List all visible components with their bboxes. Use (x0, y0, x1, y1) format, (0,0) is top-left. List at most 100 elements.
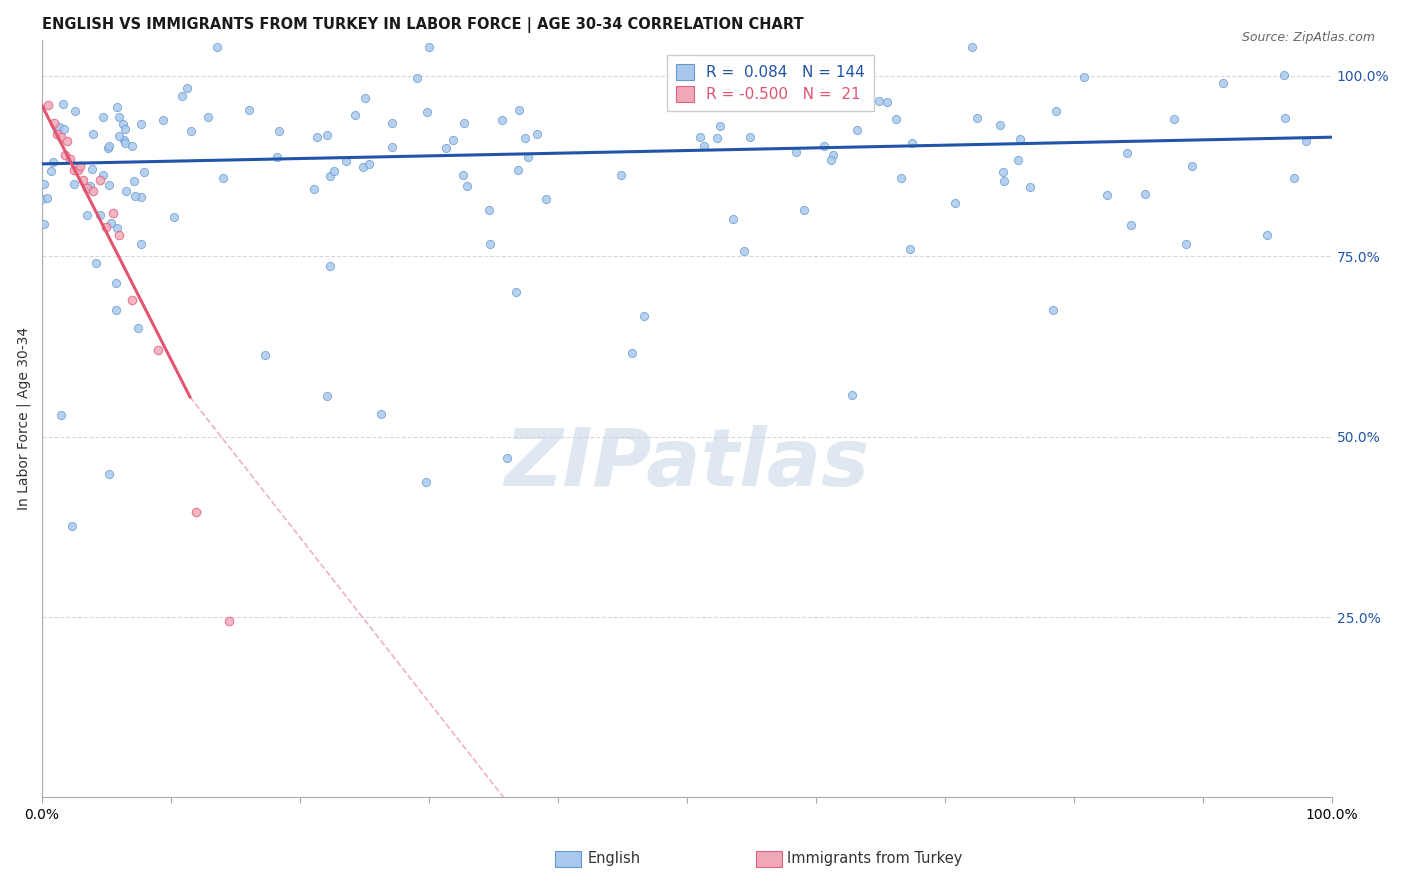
Point (733, 244, 755, 259)
Point (107, 111, 129, 125)
Point (129, 189, 152, 203)
Point (960, 40, 983, 54)
Point (381, 139, 404, 153)
Point (621, 346, 644, 360)
Point (754, 56, 776, 70)
Point (434, 141, 457, 155)
Point (1274, 111, 1296, 125)
Point (63, 162, 86, 177)
Point (1135, 186, 1157, 201)
Point (357, 157, 380, 171)
Point (82, 128, 104, 142)
Point (846, 123, 869, 137)
Point (91, 110, 114, 124)
Point (98, 467, 121, 482)
Point (316, 128, 339, 142)
Point (1282, 170, 1305, 185)
Point (344, 108, 367, 122)
Point (41, 155, 63, 169)
Point (112, 117, 135, 131)
Point (1116, 145, 1139, 160)
Point (418, 40, 440, 54)
Text: ENGLISH VS IMMIGRANTS FROM TURKEY IN LABOR FORCE | AGE 30-34 CORRELATION CHART: ENGLISH VS IMMIGRANTS FROM TURKEY IN LAB… (42, 17, 803, 33)
Point (122, 174, 145, 188)
Point (72, 173, 94, 187)
Point (1295, 134, 1317, 148)
Point (820, 153, 842, 167)
Point (46, 127, 69, 141)
Point (316, 389, 339, 403)
Point (146, 343, 169, 357)
Point (1181, 159, 1204, 173)
Point (821, 148, 844, 162)
Point (838, 75, 860, 89)
Point (1212, 76, 1234, 90)
Point (66, 162, 89, 177)
Point (89, 208, 111, 222)
Point (129, 236, 152, 251)
Point (269, 124, 291, 138)
Point (1174, 237, 1197, 252)
Point (124, 189, 146, 203)
Point (1119, 218, 1142, 232)
Point (218, 614, 240, 628)
Point (319, 259, 342, 273)
Text: English: English (588, 852, 641, 866)
Point (31, 193, 53, 207)
Point (59, 152, 82, 166)
Point (49, 130, 72, 145)
Point (266, 150, 288, 164)
Point (121, 293, 143, 307)
Point (127, 321, 149, 335)
Point (515, 131, 537, 145)
Point (56, 134, 79, 148)
Point (505, 285, 527, 299)
Point (1018, 179, 1040, 194)
Point (943, 196, 966, 211)
Point (1097, 188, 1119, 202)
Point (34, 218, 56, 232)
Point (988, 118, 1011, 132)
Point (32, 178, 55, 192)
Point (35, 191, 58, 205)
Point (170, 88, 193, 103)
Point (82, 184, 104, 198)
Point (98, 139, 121, 153)
Point (723, 212, 745, 227)
Point (991, 165, 1014, 179)
Point (693, 138, 716, 153)
Point (129, 117, 152, 131)
Point (322, 164, 344, 178)
Point (163, 210, 186, 224)
Point (352, 161, 374, 175)
Point (115, 184, 138, 198)
Point (813, 138, 835, 153)
Point (84, 256, 107, 270)
Point (176, 81, 198, 95)
Point (405, 71, 427, 86)
Point (1073, 70, 1095, 85)
Point (516, 150, 538, 164)
Point (793, 203, 815, 218)
Point (82, 161, 104, 176)
Point (610, 168, 633, 182)
Point (48, 120, 70, 135)
Point (53, 148, 76, 162)
Point (884, 112, 907, 127)
Point (354, 91, 377, 105)
Point (1008, 132, 1031, 146)
Point (453, 115, 475, 129)
Point (508, 103, 530, 117)
Point (152, 112, 174, 127)
Point (52, 97, 75, 112)
Point (238, 103, 260, 117)
Point (89, 173, 111, 187)
Point (709, 120, 731, 134)
Point (37, 97, 59, 112)
Point (101, 206, 124, 220)
Point (456, 178, 478, 193)
Point (253, 348, 276, 362)
Point (94, 220, 117, 235)
Point (506, 163, 529, 178)
Point (49, 408, 72, 422)
